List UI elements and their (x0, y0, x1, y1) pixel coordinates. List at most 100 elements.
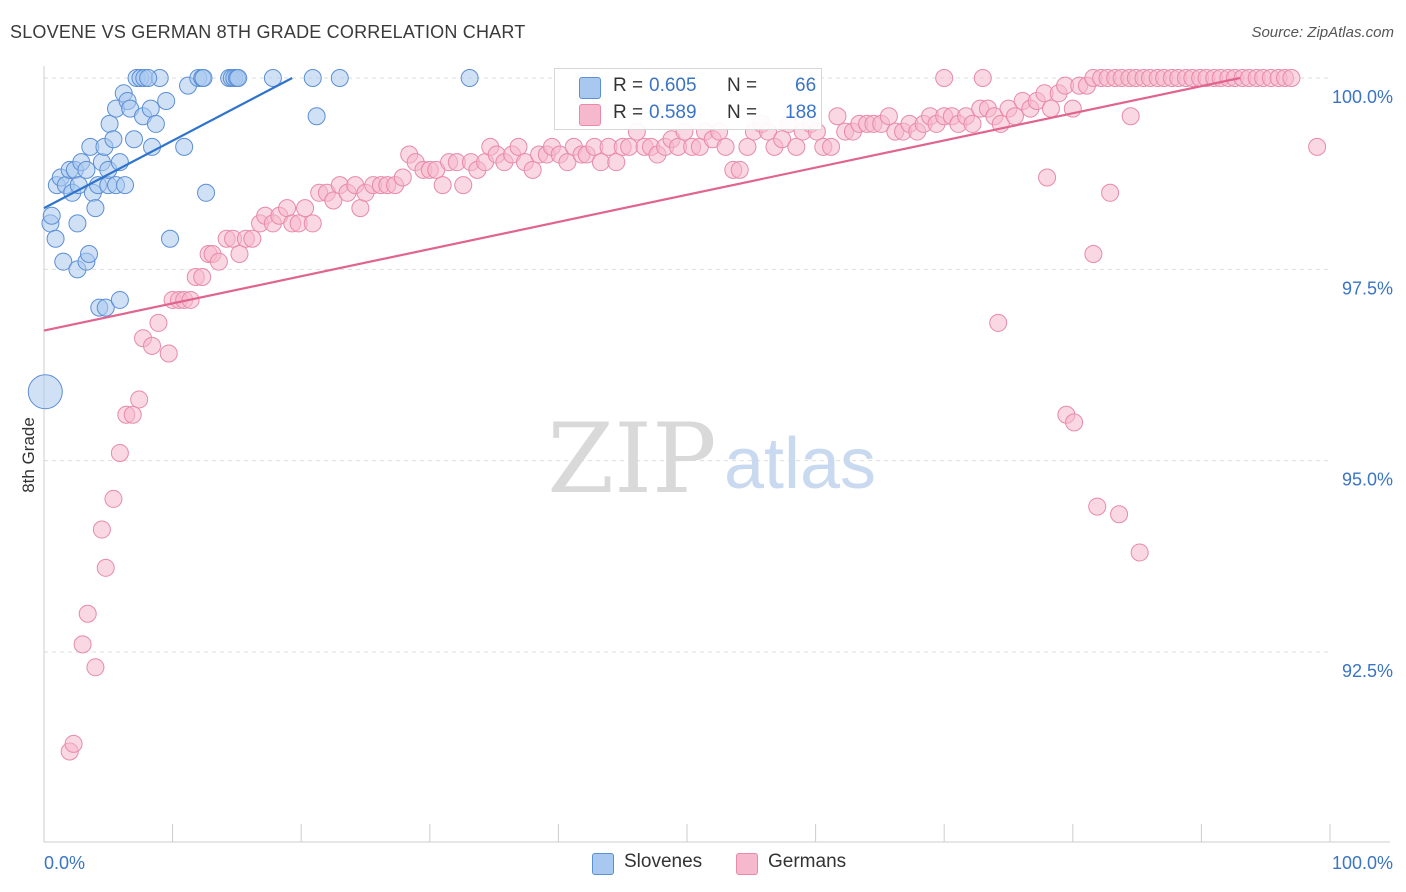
german-point (110, 444, 129, 463)
slovenes-r-label: R = (613, 75, 644, 96)
german-point (393, 168, 412, 187)
bottom-slovenes-swatch (592, 853, 614, 875)
german-point (1110, 505, 1129, 524)
german-point (278, 199, 297, 218)
slovenes-n-value: 66 (795, 75, 817, 96)
german-point (716, 137, 735, 156)
german-point (879, 107, 898, 126)
axes (43, 66, 1390, 843)
slovene-point (104, 130, 123, 149)
german-point (96, 558, 115, 577)
y-tick-label: 100.0% (1332, 87, 1393, 107)
german-point (1005, 107, 1024, 126)
german-point (324, 191, 343, 210)
slovene-point (460, 69, 479, 87)
german-point (523, 160, 542, 179)
slovene-point (116, 176, 135, 195)
german-point (935, 69, 954, 87)
germans-trend-line (43, 76, 1241, 332)
german-point (351, 199, 370, 218)
german-point (773, 130, 792, 149)
german-point (243, 229, 262, 248)
slovene-point (194, 69, 213, 87)
slovene-point (157, 91, 176, 110)
slovene-point (146, 114, 165, 133)
y-axis-title: 8th Grade (19, 417, 38, 493)
slovenes-points (27, 69, 479, 410)
german-point (1041, 99, 1060, 118)
german-point (78, 604, 97, 623)
german-point (1088, 497, 1107, 516)
slovene-point (143, 137, 162, 156)
german-point (64, 734, 83, 753)
slovene-point (229, 69, 248, 87)
bottom-slovenes-label: Slovenes (624, 851, 703, 872)
german-point (973, 69, 992, 87)
germans-r-value: 0.589 (649, 102, 697, 123)
german-point (989, 313, 1008, 332)
slovenes-swatch (579, 77, 601, 99)
slovene-point (175, 137, 194, 156)
slovene-point (80, 245, 99, 264)
german-point (1308, 137, 1327, 156)
slovene-point (141, 99, 160, 118)
gridlines (44, 77, 1330, 653)
german-point (296, 199, 315, 218)
german-point (1038, 168, 1057, 187)
slovene-point (139, 69, 158, 87)
slovene-point (77, 160, 96, 179)
german-point (149, 313, 168, 332)
y-tick-label: 92.5% (1342, 661, 1393, 681)
slovene-point (125, 130, 144, 149)
watermark-zip: ZIP (547, 403, 716, 515)
x-tick-label: 0.0% (44, 853, 85, 873)
slovene-point (54, 252, 73, 271)
german-point (159, 344, 178, 363)
german-point (738, 137, 757, 156)
slovenes-n-label: N = (727, 75, 758, 96)
slovene-point (263, 69, 282, 87)
slovene-point (68, 214, 87, 233)
slovene-point (110, 290, 129, 309)
slovene-point (330, 69, 349, 87)
zipatlas-watermark: ZIP atlas (547, 403, 876, 515)
slovenes-trend-line (43, 77, 293, 210)
german-point (454, 176, 473, 195)
german-point (787, 137, 806, 156)
slovene-point (96, 298, 115, 317)
german-point (303, 214, 322, 233)
german-point (230, 245, 249, 264)
x-tick-label: 100.0% (1332, 853, 1393, 873)
slovene-point (100, 114, 119, 133)
german-point (1084, 245, 1103, 264)
legend: R = 0.605 N = 66 R = 0.589 N = 188 (554, 68, 822, 130)
germans-n-value: 188 (785, 102, 817, 123)
german-point (433, 176, 452, 195)
slovene-point (197, 183, 216, 202)
trend-lines (43, 76, 1241, 332)
bottom-germans-swatch (736, 853, 758, 875)
german-point (130, 390, 149, 409)
slovene-point (303, 69, 322, 87)
y-tick-label: 97.5% (1342, 278, 1393, 298)
slovenes-r-value: 0.605 (649, 75, 697, 96)
german-point (193, 267, 212, 286)
germans-n-label: N = (727, 102, 758, 123)
german-point (607, 153, 626, 172)
german-point (86, 658, 105, 677)
slovene-point (86, 199, 105, 218)
slovene-point (46, 229, 65, 248)
slovene-point (42, 206, 61, 225)
german-point (620, 137, 639, 156)
germans-r-label: R = (613, 102, 644, 123)
german-point (558, 153, 577, 172)
german-point (104, 489, 123, 508)
german-point (1130, 543, 1149, 562)
german-point (209, 252, 228, 271)
watermark-atlas: atlas (724, 424, 876, 504)
slovene-point (307, 107, 326, 126)
german-point (92, 520, 111, 539)
german-point (963, 114, 982, 133)
german-point (828, 107, 847, 126)
